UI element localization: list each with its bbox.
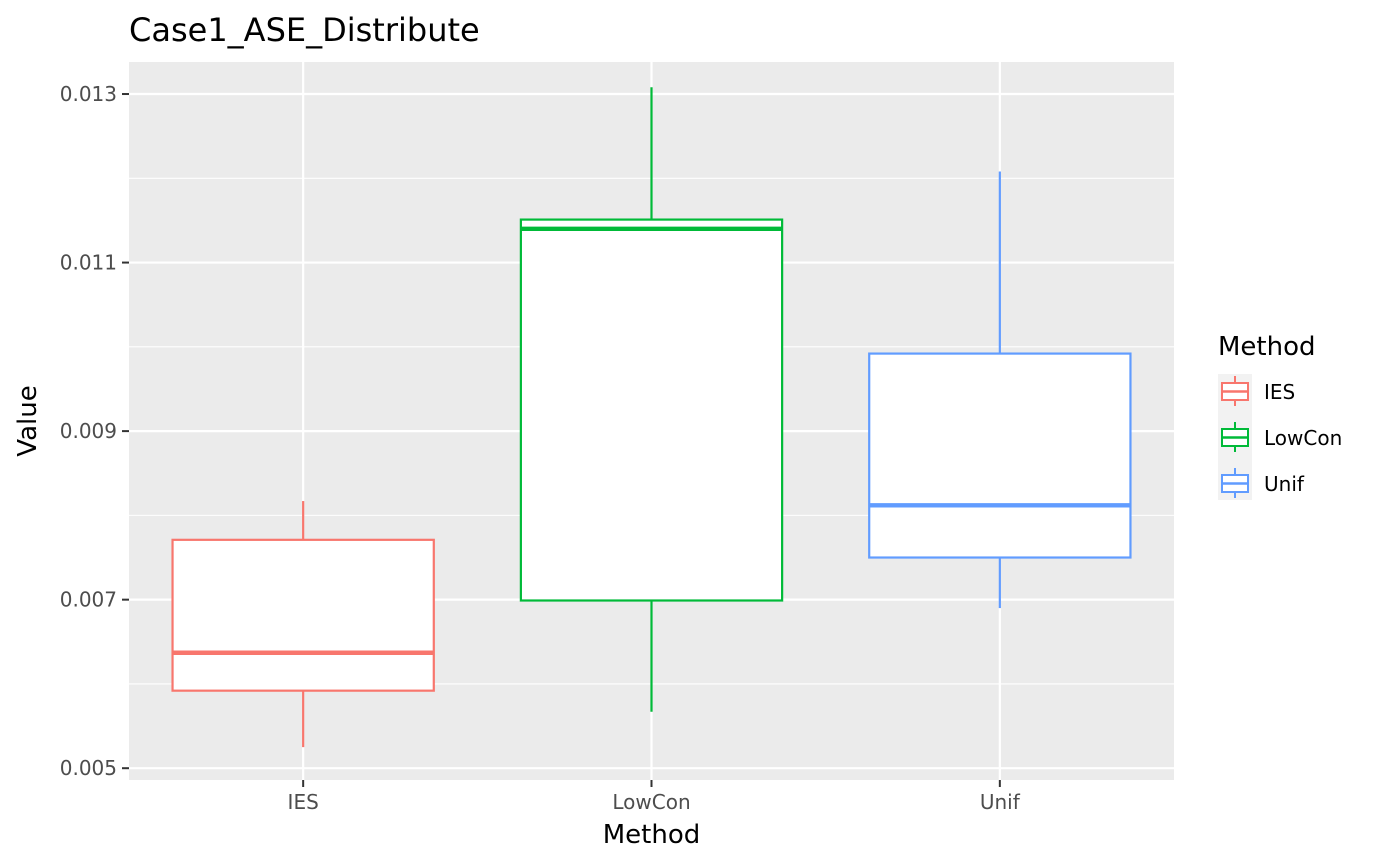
x-tick-label: IES <box>288 790 319 814</box>
legend-label: LowCon <box>1264 426 1342 450</box>
legend-title: Method <box>1218 332 1316 362</box>
legend-label: Unif <box>1264 472 1305 496</box>
box-body <box>171 538 435 692</box>
x-tick-label: Unif <box>980 790 1021 814</box>
y-axis: 0.005 0.007 0.009 0.011 0.013 <box>60 82 129 780</box>
x-axis-title: Method <box>603 820 701 850</box>
y-axis-title: Value <box>13 385 43 456</box>
box-lowcon <box>519 87 784 712</box>
legend-items: IES LowCon Unif <box>1218 374 1342 500</box>
box-unif <box>868 171 1132 609</box>
legend-item-lowcon: LowCon <box>1221 422 1342 452</box>
y-tick-label: 0.011 <box>60 251 117 275</box>
y-tick-label: 0.005 <box>60 756 117 780</box>
x-tick-label: LowCon <box>612 790 690 814</box>
y-tick-label: 0.007 <box>60 588 117 612</box>
y-tick-label: 0.009 <box>60 419 117 443</box>
y-tick-label: 0.013 <box>60 82 117 106</box>
box-body <box>868 352 1132 559</box>
x-axis: IES LowCon Unif <box>288 780 1021 814</box>
box-body <box>519 218 784 602</box>
chart-title: Case1_ASE_Distribute <box>129 11 480 49</box>
legend-item-unif: Unif <box>1221 468 1305 498</box>
box-series <box>171 87 1132 748</box>
box-ies <box>171 501 435 748</box>
legend: Method IES LowCon Unif <box>1218 332 1342 500</box>
legend-item-ies: IES <box>1221 376 1295 406</box>
legend-label: IES <box>1264 380 1295 404</box>
